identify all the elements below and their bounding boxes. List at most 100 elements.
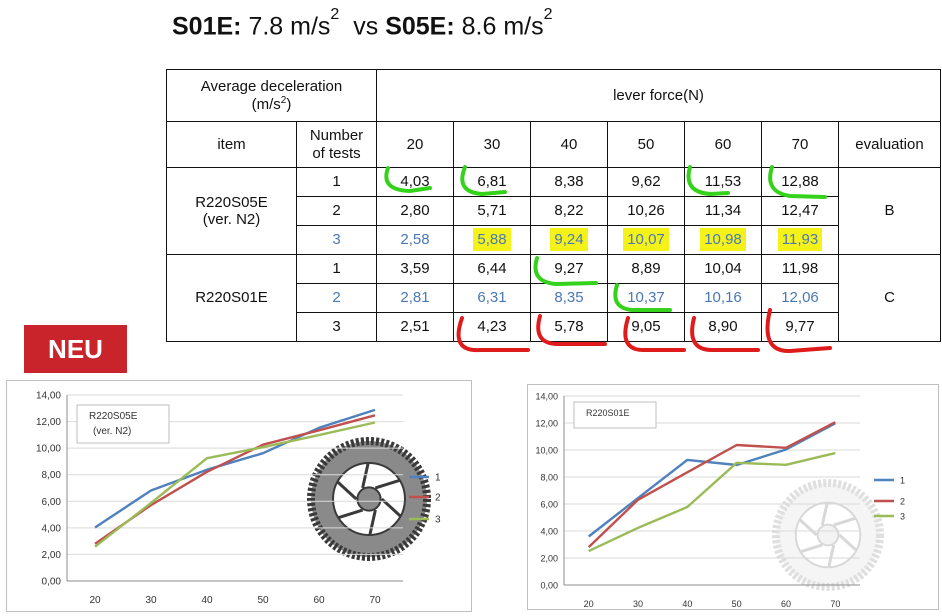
y-tick-label: 12,00 (535, 419, 558, 429)
headline-vs: vs (353, 12, 379, 41)
rotor-spoke (337, 508, 364, 520)
value-cell: 10,26 (607, 196, 685, 226)
headline-right-name: S05E: (385, 12, 455, 41)
value-cell: 2,80 (376, 196, 454, 226)
test-number: 2 (296, 196, 377, 226)
series-line-3 (94, 421, 376, 548)
group-name-line1: R220S01E (195, 289, 268, 307)
rotor-spoke (374, 478, 401, 490)
value-cell: 10,04 (684, 254, 762, 284)
x-tick-label: 40 (682, 599, 692, 609)
chart-subtitle: (ver. N2) (93, 426, 131, 437)
test-number: 3 (296, 312, 377, 342)
x-tick-label: 70 (369, 595, 381, 606)
test-number: 1 (296, 167, 377, 197)
table-corner-header: Average deceleration (m/s2) (166, 69, 377, 122)
y-tick-label: 10,00 (535, 446, 558, 456)
y-tick-label: 10,00 (36, 444, 61, 455)
table-row: 2 2,80 5,71 8,22 10,26 11,34 12,47 (167, 196, 941, 226)
rotor-spoke (798, 518, 818, 537)
table-row: R220S05E (ver. N2) 1 4,03 6,81 8,38 9,62 … (166, 167, 941, 255)
chart-s01e-panel: 0,00 2,00 4,00 6,00 8,00 10,00 12,00 14,00 20 30 4… (527, 384, 939, 610)
chart-title-box (76, 404, 170, 444)
x-tick-label: 70 (830, 599, 840, 609)
test-number: 1 (296, 254, 377, 284)
value-cell: 8,22 (530, 196, 608, 226)
value-cell-highlighted: 5,88 (453, 225, 531, 255)
rotor-spoke (336, 480, 358, 501)
value-cell: 12,47 (761, 196, 839, 226)
y-tick-label: 8,00 (540, 473, 558, 483)
rotor-spoke (380, 497, 402, 518)
rotor-spoke (361, 462, 370, 489)
rotor-hub (816, 523, 840, 547)
col-header-force: 50 (607, 121, 685, 168)
value-cell: 12,88 (761, 167, 839, 197)
legend-label: 3 (435, 515, 441, 526)
value-cell: 4,03 (376, 167, 454, 197)
col-header-tests-line2: of tests (312, 144, 361, 162)
rotor-hub (356, 486, 382, 512)
group-name-line2: (ver. N2) (202, 211, 261, 228)
y-tick-label: 14,00 (36, 391, 61, 402)
col-header-tests: Number of tests (296, 121, 377, 168)
col-header-force: 20 (376, 121, 454, 168)
value-cell: 11,98 (761, 254, 839, 284)
col-header-force: 30 (453, 121, 531, 168)
highlighted-value: 5,88 (473, 228, 511, 252)
rotor-spoke (827, 544, 836, 568)
y-tick-label: 0,00 (540, 581, 558, 591)
value-cell: 3,59 (376, 254, 454, 284)
neu-badge: NEU (24, 325, 127, 373)
legend-label: 1 (435, 473, 441, 484)
value-cell-highlighted: 10,98 (684, 225, 762, 255)
highlighted-value: 10,98 (700, 228, 746, 252)
y-tick-label: 0,00 (42, 577, 62, 588)
y-tick-label: 14,00 (535, 392, 558, 402)
x-tick-label: 40 (201, 595, 213, 606)
col-header-force: 40 (530, 121, 608, 168)
rotor-spoke (368, 509, 377, 536)
rotor-spoke (833, 516, 856, 527)
col-header-evaluation: evaluation (838, 121, 941, 168)
value-cell: 12,06 (761, 283, 839, 313)
headline-left-name: S01E: (172, 12, 242, 41)
value-cell: 8,35 (530, 283, 608, 313)
chart-title: R220S01E (586, 408, 630, 418)
value-cell: 6,81 (453, 167, 531, 197)
corner-title: Average deceleration (200, 77, 343, 95)
lever-force-header: lever force(N) (376, 69, 941, 122)
headline-left-exponent: 2 (330, 6, 340, 23)
value-cell-highlighted: 10,07 (607, 225, 685, 255)
value-cell: 4,23 (453, 312, 531, 342)
col-header-tests-line1: Number (309, 127, 364, 145)
y-tick-label: 12,00 (36, 417, 61, 428)
comparison-headline: S01E: 7.8 m/s2 vs S05E: 8.6 m/s2 (172, 6, 553, 41)
chart-title-box (573, 401, 657, 429)
series-line-1 (587, 422, 836, 538)
y-tick-label: 6,00 (540, 500, 558, 510)
deceleration-table: Average deceleration (m/s2) lever force(… (166, 69, 941, 342)
value-cell: 2,51 (376, 312, 454, 342)
test-number: 2 (296, 283, 377, 313)
group-name-line1: R220S05E (195, 193, 268, 211)
value-cell: 8,38 (530, 167, 608, 197)
value-cell: 10,37 (607, 283, 685, 313)
legend-label: 3 (900, 512, 905, 522)
group-name-s05e: R220S05E (ver. N2) (166, 167, 297, 255)
rotor-spoke (820, 502, 829, 526)
x-tick-label: 50 (257, 595, 269, 606)
y-tick-label: 6,00 (42, 497, 62, 508)
highlighted-value: 10,07 (623, 228, 669, 252)
value-cell: 9,27 (530, 254, 608, 284)
value-cell: 9,77 (761, 312, 839, 342)
value-cell: 5,78 (530, 312, 608, 342)
col-header-force: 60 (684, 121, 762, 168)
y-tick-label: 8,00 (42, 470, 62, 481)
evaluation-grade: C (838, 254, 941, 342)
series-line-1 (94, 408, 376, 529)
headline-right-exponent: 2 (543, 6, 553, 23)
chart-title: R220S05E (89, 411, 138, 422)
corner-unit-close: ) (286, 96, 292, 113)
x-tick-label: 60 (781, 599, 791, 609)
